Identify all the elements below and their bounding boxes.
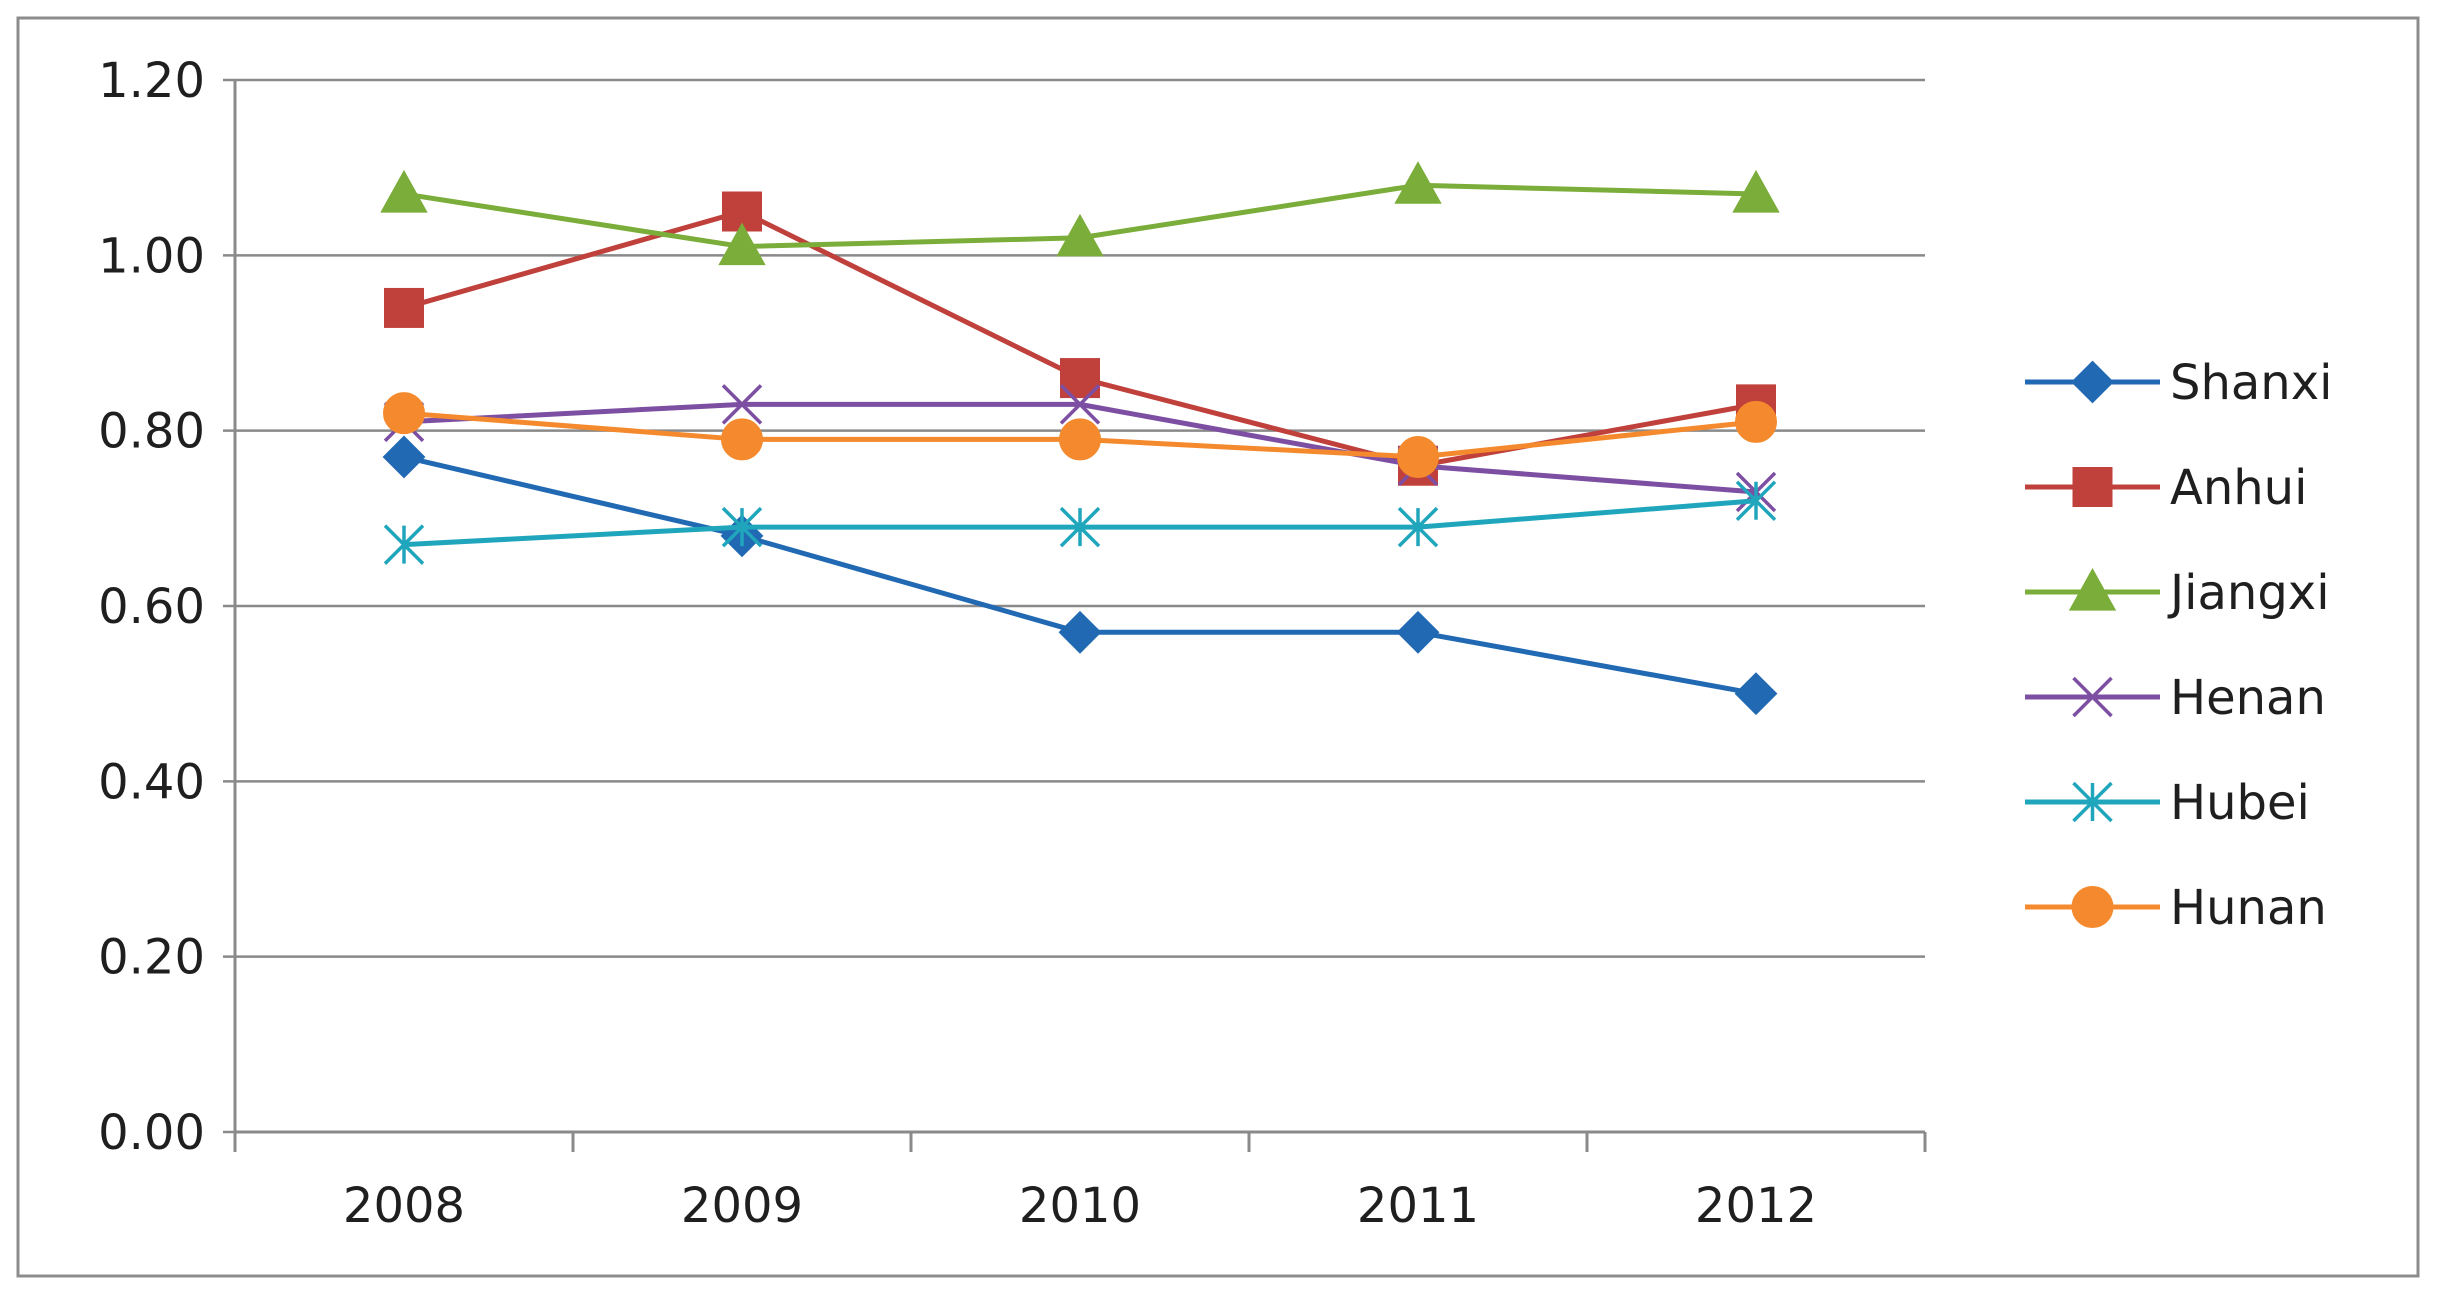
data-point-shanxi	[1734, 672, 1778, 716]
x-tick-label: 2009	[681, 1178, 803, 1234]
x-tick-label: 2012	[1695, 1178, 1817, 1234]
data-point-hubei	[721, 506, 763, 548]
legend-item-shanxi: Shanxi	[2025, 355, 2332, 411]
legend-label: Anhui	[2170, 460, 2307, 516]
legend: Shanxi Anhui Jiangxi Henan Hubei Hunan	[2025, 355, 2332, 936]
y-tick-label: 0.40	[98, 754, 205, 810]
axes: 0.00 0.20 0.40 0.60 0.80 1.00 1.20 2008 2009 2010…	[98, 53, 1927, 1234]
legend-marker	[2068, 567, 2117, 611]
y-tick-label: 0.20	[98, 930, 205, 986]
legend-label: Henan	[2170, 670, 2326, 726]
legend-marker	[2072, 781, 2113, 823]
y-tick-label: 1.20	[98, 53, 205, 109]
data-point-hunan	[721, 418, 763, 461]
data-point-hunan	[1735, 400, 1777, 443]
y-tick-label: 1.00	[98, 228, 205, 284]
legend-marker	[2072, 467, 2113, 507]
chart-border	[16, 16, 2420, 1278]
legend-label: Hubei	[2170, 775, 2310, 831]
legend-item-henan: Henan	[2025, 670, 2326, 726]
data-point-henan	[1059, 384, 1101, 425]
x-tick-label: 2010	[1019, 1178, 1141, 1234]
legend-marker	[2072, 676, 2113, 718]
series-lines	[380, 161, 1780, 716]
data-point-jiangxi	[1056, 213, 1104, 257]
data-point-hunan	[1397, 435, 1439, 478]
y-tick-label: 0.60	[98, 579, 205, 635]
x-tick-label: 2008	[343, 1178, 465, 1234]
data-point-anhui	[384, 287, 424, 328]
data-point-jiangxi	[1732, 169, 1780, 213]
data-point-jiangxi	[718, 222, 766, 266]
legend-item-hunan: Hunan	[2025, 880, 2327, 936]
data-point-hubei	[1735, 480, 1777, 522]
data-point-hunan	[383, 392, 425, 435]
legend-item-jiangxi: Jiangxi	[2025, 565, 2330, 621]
y-tick-label: 0.00	[98, 1105, 205, 1161]
data-point-hubei	[1059, 506, 1101, 548]
data-point-hubei	[1397, 506, 1439, 548]
data-point-hubei	[383, 524, 425, 565]
legend-label: Hunan	[2170, 880, 2327, 936]
data-point-hunan	[1059, 418, 1101, 461]
y-tick-label: 0.80	[98, 404, 205, 460]
data-point-shanxi	[1396, 610, 1440, 654]
legend-label: Shanxi	[2170, 355, 2332, 411]
data-point-shanxi	[1058, 610, 1102, 654]
data-point-henan	[721, 384, 763, 425]
legend-marker	[2071, 360, 2114, 404]
legend-label: Jiangxi	[2167, 565, 2330, 621]
x-tick-label: 2011	[1357, 1178, 1479, 1234]
data-point-jiangxi	[1394, 161, 1442, 204]
series-hunan	[383, 392, 1777, 478]
data-point-shanxi	[382, 435, 426, 479]
legend-item-anhui: Anhui	[2025, 460, 2307, 516]
data-point-jiangxi	[380, 169, 428, 213]
legend-marker	[2071, 886, 2114, 928]
legend-item-hubei: Hubei	[2025, 775, 2310, 831]
series-hubei	[383, 480, 1777, 565]
series-jiangxi	[380, 161, 1780, 266]
series-shanxi	[382, 435, 1778, 716]
